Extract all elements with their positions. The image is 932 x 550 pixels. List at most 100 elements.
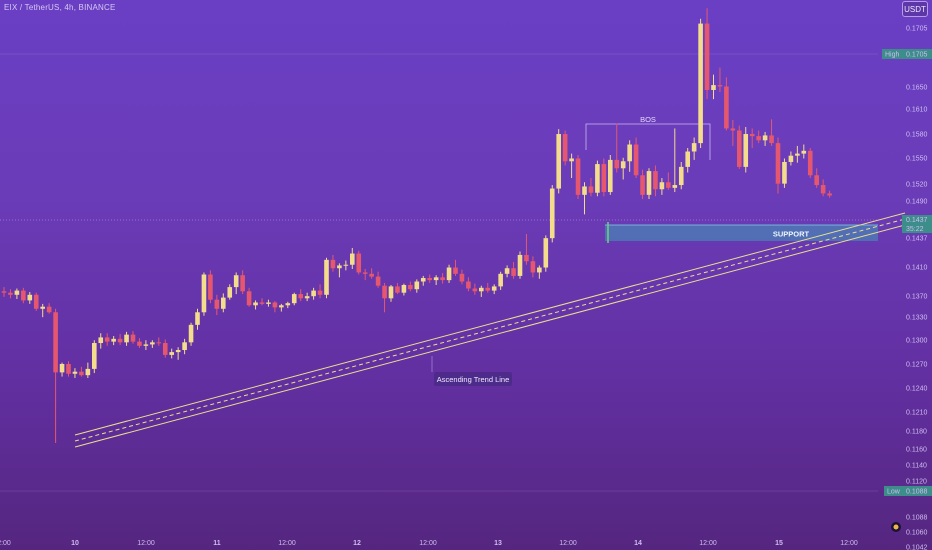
candle-body <box>620 161 626 169</box>
candle-body <box>175 350 181 353</box>
candle-body <box>685 151 690 167</box>
candle <box>504 265 510 278</box>
candle-body <box>195 312 200 325</box>
candle-body <box>259 302 265 304</box>
candle <box>414 279 420 293</box>
candle-body <box>666 182 671 188</box>
candle-body <box>672 185 678 188</box>
candle-body <box>595 164 600 193</box>
candle-body <box>562 134 568 162</box>
bos-label: BOS <box>640 115 656 124</box>
candle <box>317 284 323 299</box>
candle <box>130 331 136 344</box>
time-tick-label: 12:00 <box>278 540 296 547</box>
candle <box>756 130 761 144</box>
candle-body <box>807 150 813 176</box>
candle-body <box>53 312 58 373</box>
time-axis[interactable]: 2:00 10 12:00 11 12:00 12 12:00 13 12:00 14 12:00 1… <box>0 540 858 547</box>
candle-body <box>537 267 542 273</box>
candle-body <box>737 130 742 167</box>
candle-body <box>601 164 607 193</box>
candle-body <box>227 287 233 298</box>
bos-line <box>585 123 711 160</box>
price-axis[interactable]: 0.17050.16800.16500.16100.15800.15500.15… <box>882 26 932 550</box>
candle <box>549 185 555 243</box>
candle-body <box>246 291 252 306</box>
candle-body <box>8 292 13 295</box>
candle-body <box>782 161 787 184</box>
candle-body <box>549 188 555 239</box>
candle <box>595 160 600 197</box>
candle-body <box>401 285 407 293</box>
candle <box>737 125 742 169</box>
price-guide-lines <box>0 53 878 492</box>
price-tick-label: 0.1042 <box>906 545 928 550</box>
candle <box>356 250 362 275</box>
candle-body <box>382 285 387 299</box>
candle <box>724 77 729 131</box>
candle <box>208 270 213 304</box>
candle <box>298 289 303 302</box>
price-tick-label: 0.1060 <box>906 530 928 537</box>
candle-body <box>253 302 258 306</box>
candle <box>524 233 529 265</box>
candle-body <box>395 286 400 293</box>
candle-body <box>92 343 97 369</box>
candle-body <box>524 254 529 262</box>
candle <box>801 144 807 159</box>
candle <box>40 303 45 318</box>
candle-body <box>182 342 187 351</box>
candle <box>498 271 503 290</box>
candle <box>66 361 71 377</box>
candle-body <box>266 302 271 304</box>
candle <box>782 158 787 188</box>
candle-body <box>801 150 807 154</box>
watermark-logo-dot <box>893 524 899 530</box>
candle <box>104 333 110 346</box>
candle-body <box>479 287 484 292</box>
candle <box>827 190 832 198</box>
candle-body <box>124 334 129 343</box>
candle <box>124 331 129 346</box>
price-tick-label: 0.1330 <box>906 315 928 322</box>
candle-body <box>298 294 303 299</box>
candle-body <box>156 342 162 344</box>
candle-body <box>511 268 516 276</box>
candle-body <box>40 306 45 309</box>
candle <box>627 140 632 172</box>
price-tick-label: 0.1437 <box>906 236 928 243</box>
last-price-box <box>902 215 932 233</box>
time-tick-label: 10 <box>71 540 79 547</box>
price-tick-label: 0.1705 <box>906 26 928 33</box>
candle <box>240 270 245 295</box>
time-tick-label: 12 <box>353 540 361 547</box>
candle-body <box>691 143 697 152</box>
symbol-title[interactable]: EIX / TetherUS, 4h, BINANCE <box>4 3 116 12</box>
candle-body <box>743 134 749 167</box>
currency-button[interactable]: USDT <box>902 1 928 17</box>
candle-body <box>749 134 755 137</box>
candle <box>743 127 749 173</box>
price-tick-label: 0.1520 <box>906 182 928 189</box>
candle <box>369 268 374 279</box>
candle-body <box>330 259 336 269</box>
candle <box>814 168 819 188</box>
candle <box>285 301 291 309</box>
candle-body <box>162 343 168 355</box>
candle <box>259 298 265 306</box>
price-tick-label: 0.1580 <box>906 132 928 139</box>
candle-body <box>272 302 278 308</box>
candle <box>214 294 220 316</box>
candle <box>479 285 484 297</box>
candle-body <box>724 86 729 129</box>
candle-body <box>137 341 142 346</box>
time-tick-label: 12:00 <box>137 540 155 547</box>
candle <box>92 340 97 374</box>
candle <box>440 273 445 284</box>
candle <box>169 348 174 359</box>
candle-body <box>111 338 116 342</box>
candle-body <box>717 85 723 87</box>
low-value-box <box>904 486 932 496</box>
candle-body <box>130 334 136 342</box>
